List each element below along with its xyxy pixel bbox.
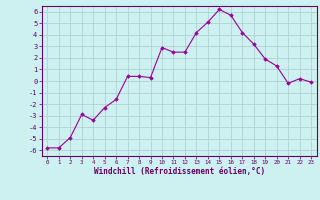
X-axis label: Windchill (Refroidissement éolien,°C): Windchill (Refroidissement éolien,°C) xyxy=(94,167,265,176)
